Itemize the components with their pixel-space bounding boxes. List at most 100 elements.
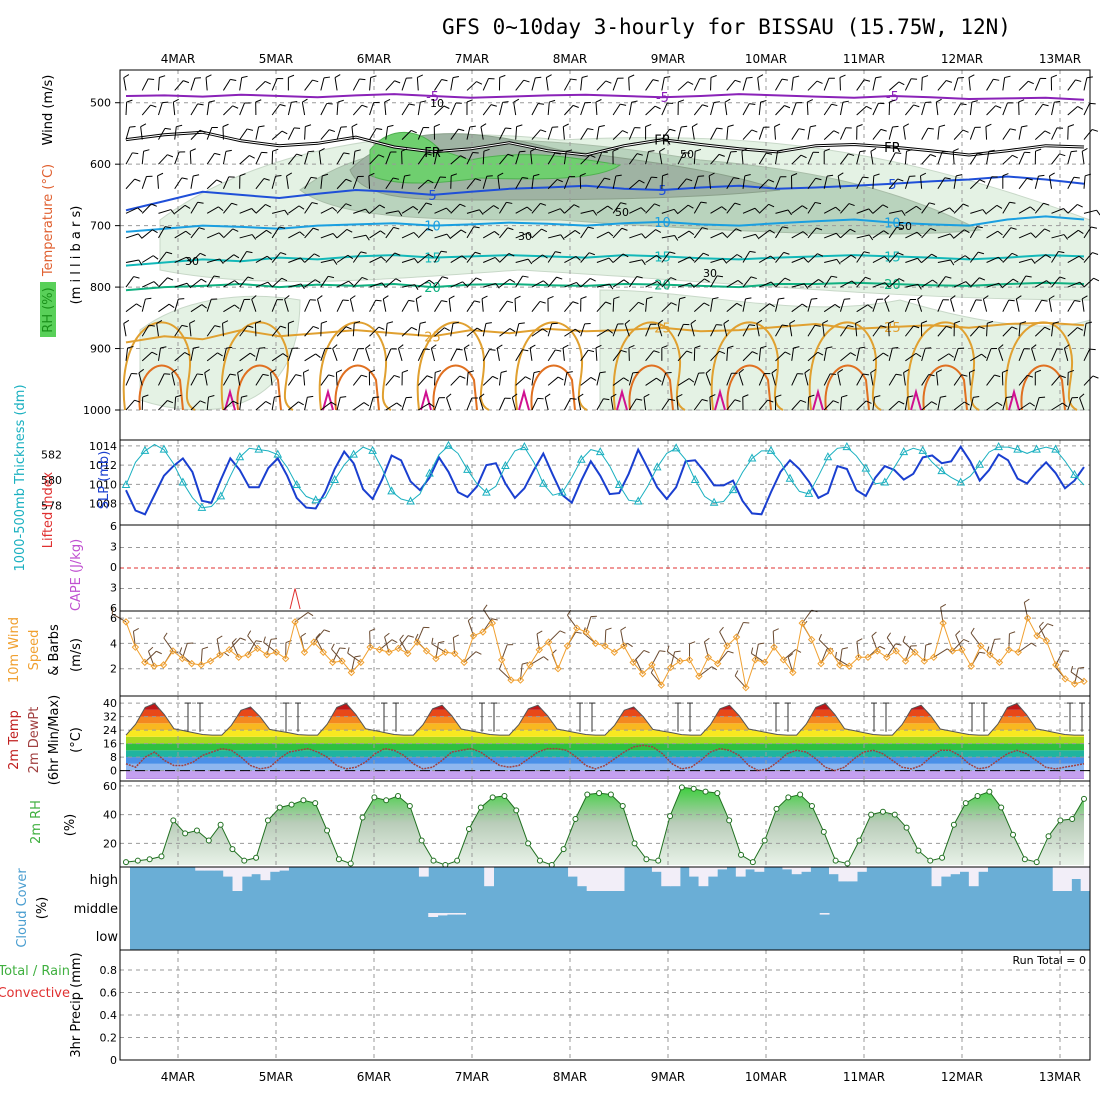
upper-wind-barb <box>335 372 338 386</box>
upper-wind-barb-flag <box>229 373 236 376</box>
rh2m-marker <box>738 851 745 858</box>
upper-wind-barb <box>872 299 878 312</box>
upper-wind-barb-flag <box>522 177 529 179</box>
upper-wind-barb <box>791 231 804 239</box>
upper-wind-barb-flag <box>749 250 756 253</box>
upper-wind-barb-flag <box>782 226 789 229</box>
upper-wind-barb-flag <box>448 295 455 300</box>
rh2m-marker <box>761 837 768 844</box>
upper-wind-barb <box>288 283 302 288</box>
upper-wind-barb-flag <box>836 259 841 265</box>
wind10-barb-flag <box>1047 623 1054 627</box>
upper-wind-barb <box>904 78 912 91</box>
thickness-marker <box>140 445 150 454</box>
upper-wind-barb-flag <box>689 256 695 262</box>
upper-wind-barb <box>562 126 565 140</box>
upper-wind-barb-flag <box>1077 204 1083 208</box>
upper-wind-barb-flag <box>312 325 319 329</box>
upper-wind-barb <box>511 397 517 411</box>
upper-wind-barb <box>937 126 940 140</box>
upper-wind-barb-flag <box>847 324 854 328</box>
upper-wind-barb <box>352 78 360 91</box>
wind10-marker <box>1080 677 1088 686</box>
wind10-marker <box>516 676 525 684</box>
upper-wind-barb <box>466 209 480 214</box>
upper-wind-barb-flag <box>402 369 409 373</box>
thickness-marker <box>937 466 947 475</box>
upper-wind-barb <box>759 281 772 288</box>
upper-wind-barb-flag <box>679 296 686 300</box>
upper-wind-barb-flag <box>1043 202 1050 206</box>
upper-wind-barb-flag <box>494 257 500 263</box>
upper-wind-barb-flag <box>875 76 882 79</box>
upper-wind-barb-flag <box>949 207 955 213</box>
wind10-marker <box>460 658 468 667</box>
upper-wind-barb <box>141 324 150 337</box>
upper-wind-barb-flag <box>598 124 605 128</box>
upper-wind-barb <box>529 347 533 361</box>
upper-wind-barb-flag <box>295 374 302 377</box>
top-date-label: 7MAR <box>455 52 490 66</box>
upper-wind-barb-flag <box>669 251 676 255</box>
thickness-marker <box>994 442 1003 451</box>
upper-wind-barb <box>385 402 397 411</box>
upper-wind-barb-flag <box>1059 276 1066 280</box>
upper-wind-barb-flag <box>807 99 813 103</box>
upper-wind-barb <box>385 177 394 190</box>
upper-wind-barb-flag <box>946 325 953 329</box>
wind10-marker <box>526 661 534 669</box>
upper-wind-barb <box>872 282 886 288</box>
upper-wind-barb-flag <box>620 349 627 353</box>
upper-wind-barb-flag <box>153 281 159 287</box>
upper-wind-barb-flag <box>1068 124 1075 128</box>
upper-wind-barb-flag <box>936 98 942 103</box>
upper-wind-barb <box>206 397 210 411</box>
upper-wind-barb <box>336 102 339 116</box>
wind10-marker <box>573 624 581 632</box>
upper-wind-barb <box>969 179 981 190</box>
cloud-high-block <box>279 867 289 871</box>
upper-wind-barb-flag <box>1011 252 1018 257</box>
slp-tick-label: 1012 <box>89 459 117 472</box>
upper-wind-barb-flag <box>483 148 490 152</box>
upper-wind-barb-flag <box>1077 106 1084 110</box>
precip-tick-label: 0.8 <box>100 964 118 977</box>
upper-wind-barb <box>288 257 301 263</box>
cloud-high-block <box>223 867 234 877</box>
wind10-barb-flag <box>148 646 154 652</box>
upper-wind-barb-flag <box>348 280 354 286</box>
upper-wind-barb-flag <box>284 209 289 216</box>
upper-wind-barb-flag <box>922 75 929 78</box>
upper-wind-barb <box>140 126 143 140</box>
wind10-barb-flag <box>979 651 986 654</box>
wind10-marker <box>169 647 177 655</box>
upper-wind-barb <box>612 323 619 337</box>
upper-wind-barb <box>515 376 526 386</box>
upper-wind-barb <box>1067 79 1076 91</box>
upper-wind-barb <box>352 104 363 116</box>
upper-wind-barb <box>417 202 427 214</box>
upper-wind-barb <box>580 323 586 337</box>
upper-wind-barb <box>903 372 906 386</box>
rh2m-marker <box>797 791 804 798</box>
upper-wind-barb-flag <box>343 152 350 155</box>
upper-wind-barb-flag <box>962 129 969 133</box>
wind10-marker <box>770 643 778 651</box>
slp-line <box>125 444 1085 516</box>
upper-wind-barb-flag <box>856 124 863 128</box>
upper-wind-barb-flag <box>1059 375 1066 379</box>
upper-wind-barb-flag <box>494 231 500 236</box>
upper-wind-barb <box>450 375 461 386</box>
upper-wind-barb <box>466 300 475 312</box>
wind10-barb-flag <box>879 645 886 650</box>
upper-wind-barb <box>1018 375 1028 386</box>
figure-title: GFS 0~10day 3-hourly for BISSAU (15.75W,… <box>442 15 1011 39</box>
wind10-barb-flag <box>711 666 718 671</box>
upper-wind-barb <box>158 128 166 140</box>
upper-wind-barb-flag <box>965 281 971 287</box>
upper-wind-barb <box>969 102 973 116</box>
upper-wind-barb-flag <box>638 301 645 306</box>
upper-wind-barb-flag <box>1058 250 1065 254</box>
upper-wind-barb-flag <box>710 74 717 78</box>
wind10-barb <box>228 637 241 651</box>
